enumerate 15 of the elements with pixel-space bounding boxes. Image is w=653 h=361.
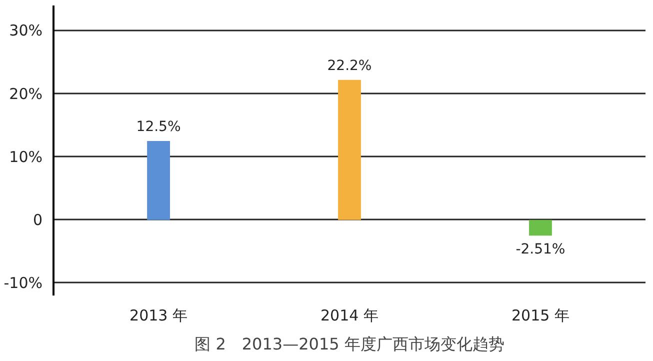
y-tick-label: 10% [9,148,43,166]
bar [338,80,361,220]
y-tick-label: 0 [32,210,43,229]
data-label: 12.5% [136,119,181,136]
bar [529,220,552,236]
y-tick-label: 20% [9,84,43,103]
y-tick-label: 30% [9,22,43,40]
text: 图 2 2013—2015 年度广西市场变化趋势 [194,334,504,354]
x-tick-label: 2013 年 [130,306,188,324]
data-label: 22.2% [327,58,372,74]
y-tick-label: -10% [4,274,43,292]
data-label: -2.51% [516,242,566,258]
bar [147,141,170,220]
x-tick-label: 2015 年 [511,306,570,324]
x-tick-label: 2014 年 [320,306,378,324]
